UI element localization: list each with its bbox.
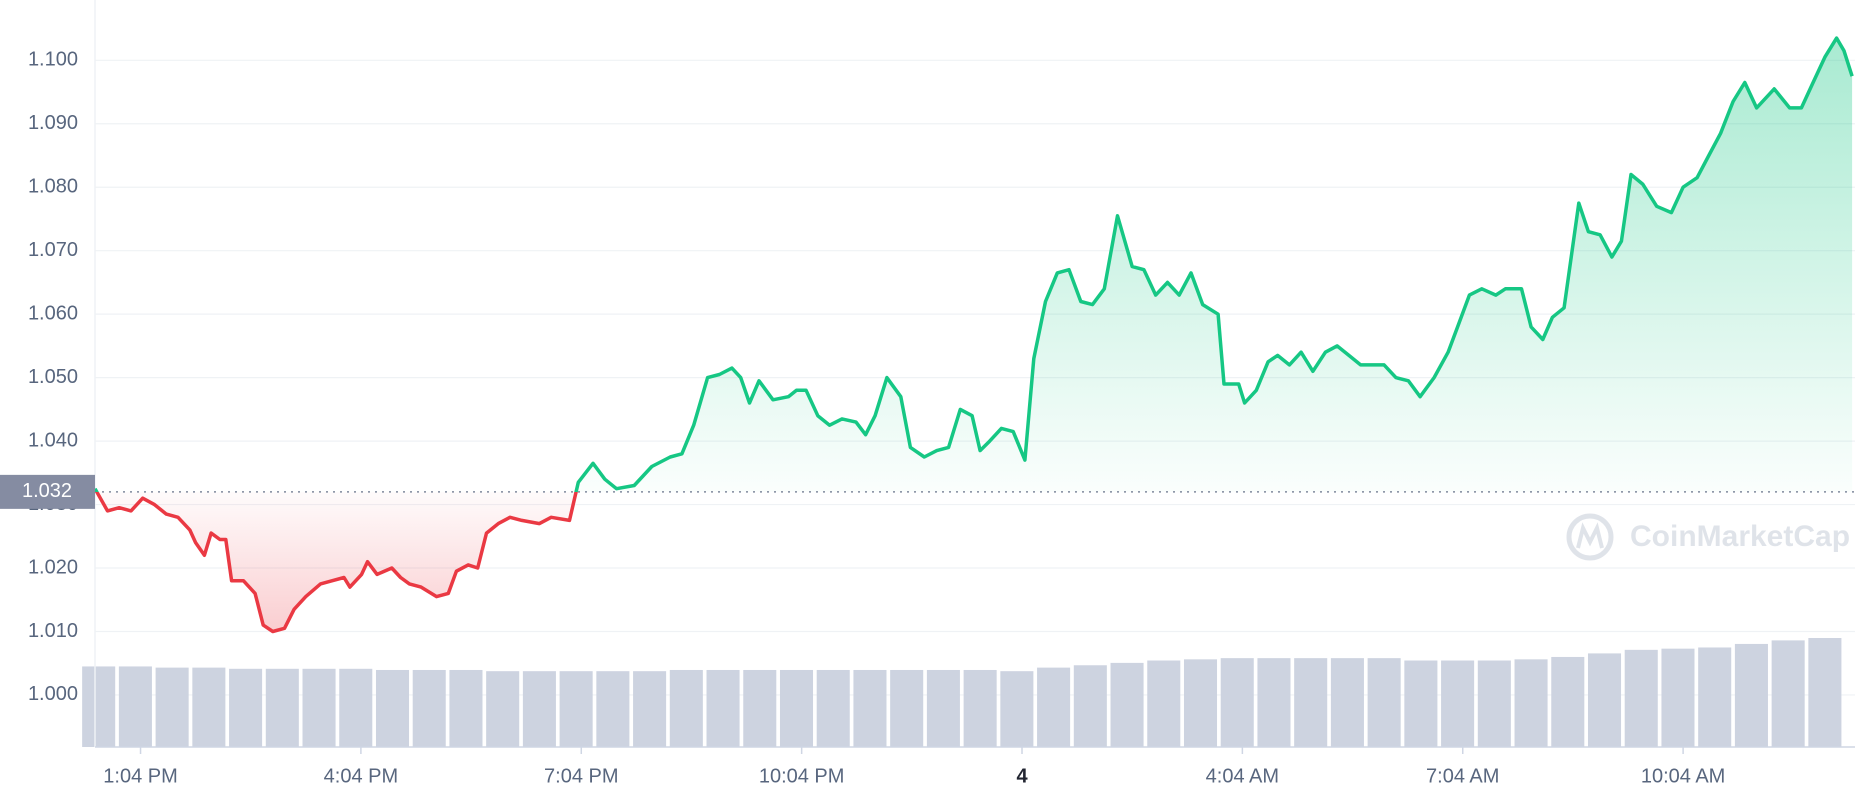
x-tick-label: 10:04 AM xyxy=(1641,765,1726,787)
y-tick-label: 1.080 xyxy=(28,176,78,198)
x-tick-label: 4 xyxy=(1016,765,1028,787)
volume-bar xyxy=(82,666,116,747)
volume-bar xyxy=(816,669,850,747)
volume-bar xyxy=(192,667,226,747)
volume-bar xyxy=(633,671,667,747)
x-tick-label: 1:04 PM xyxy=(103,765,177,787)
baseline-label-box xyxy=(0,474,95,509)
baseline-label: 1.032 xyxy=(22,480,72,502)
volume-bar xyxy=(229,668,263,747)
y-tick-label: 1.070 xyxy=(28,239,78,261)
volume-bar xyxy=(1441,660,1475,747)
volume-bar xyxy=(1587,653,1622,747)
volume-bar xyxy=(1477,660,1511,747)
x-tick-label: 4:04 PM xyxy=(324,765,398,787)
volume-bar xyxy=(1624,649,1658,747)
volume-bar xyxy=(339,668,373,747)
y-tick-label: 1.040 xyxy=(28,429,78,451)
volume-bar xyxy=(1551,656,1585,747)
volume-bar xyxy=(1037,667,1071,747)
y-tick-label: 1.060 xyxy=(28,302,78,324)
volume-bar xyxy=(853,669,887,747)
volume-bar xyxy=(118,666,152,747)
volume-bar xyxy=(1661,648,1695,747)
volume-bar xyxy=(1110,662,1144,747)
y-tick-label: 1.000 xyxy=(28,683,78,705)
watermark: CoinMarketCap xyxy=(1566,513,1850,561)
volume-bar xyxy=(1147,660,1181,747)
volume-bar xyxy=(449,669,483,747)
volume-bar xyxy=(926,669,960,747)
volume-bar xyxy=(890,669,924,747)
volume-bar xyxy=(1294,658,1328,747)
y-tick-label: 1.050 xyxy=(28,366,78,388)
volume-bar xyxy=(1698,647,1732,747)
price-area xyxy=(95,38,1853,632)
volume-bar xyxy=(706,669,740,747)
volume-bar xyxy=(1404,660,1438,747)
y-tick-label: 1.100 xyxy=(28,49,78,71)
volume-bar xyxy=(743,669,777,747)
y-tick-label: 1.010 xyxy=(28,620,78,642)
volume-bar xyxy=(1367,658,1401,747)
volume-bar xyxy=(375,669,410,747)
volume-bar xyxy=(1073,665,1107,747)
volume-bar xyxy=(1330,658,1364,747)
y-tick-label: 1.090 xyxy=(28,112,78,134)
volume-bar xyxy=(155,667,189,747)
volume-bar xyxy=(1734,643,1768,747)
volume-bar xyxy=(559,671,593,747)
x-tick-label: 10:04 PM xyxy=(759,765,845,787)
volume-bar xyxy=(486,671,520,747)
watermark-text: CoinMarketCap xyxy=(1630,520,1850,553)
volume-bar xyxy=(1000,671,1034,747)
volume-bar xyxy=(669,669,703,747)
volume-bar xyxy=(1808,638,1842,747)
x-tick-label: 7:04 PM xyxy=(544,765,618,787)
y-tick-label: 1.020 xyxy=(28,556,78,578)
volume-bar xyxy=(1220,658,1254,747)
volume-bar xyxy=(522,671,556,747)
volume-bar xyxy=(596,671,630,747)
x-tick-label: 4:04 AM xyxy=(1206,765,1279,787)
volume-bar xyxy=(1514,659,1548,747)
volume-bar xyxy=(1771,640,1805,747)
volume-bar xyxy=(412,669,446,747)
volume-bar xyxy=(963,669,997,747)
volume-bar xyxy=(779,669,814,747)
volume-bar xyxy=(302,668,336,747)
price-line xyxy=(93,36,1854,634)
volume-bar xyxy=(1183,659,1218,747)
volume-bar xyxy=(265,668,299,747)
x-tick-label: 7:04 AM xyxy=(1426,765,1499,787)
volume-bar xyxy=(1257,658,1291,747)
